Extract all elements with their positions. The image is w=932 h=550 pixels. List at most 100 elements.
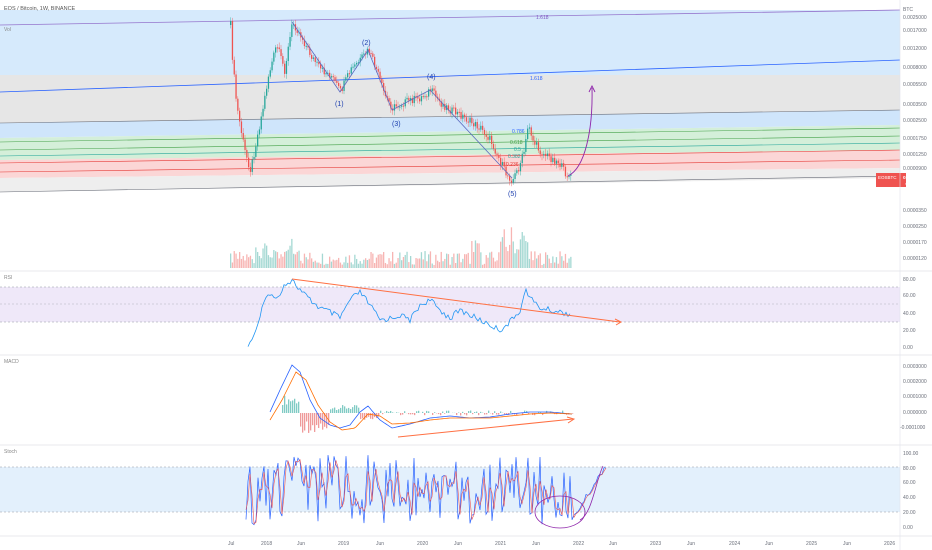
volume-bar [253, 263, 255, 268]
rsi-tick-2: 40.00 [903, 311, 916, 317]
macd-hist-bar [368, 413, 370, 417]
candle [402, 105, 405, 107]
candle [509, 176, 511, 181]
candle [230, 21, 232, 25]
candle [491, 135, 493, 144]
candle [370, 53, 372, 55]
macd-hist-bar [390, 410, 392, 413]
candle [410, 98, 412, 101]
volume-bar [417, 258, 419, 268]
candle [312, 57, 315, 59]
candle [489, 135, 491, 140]
volume-bar [347, 262, 349, 268]
macd-axis: 0.0003000 0.0002000 0.0001000 0.0000000 … [900, 364, 927, 431]
macd-hist-bar [542, 413, 544, 416]
candle [339, 85, 342, 89]
volume-bar [399, 252, 401, 268]
macd-hist-bar [316, 413, 318, 426]
fib-label-786: 0.786 [512, 129, 525, 135]
candle [282, 56, 284, 64]
time-axis[interactable]: Jul 2018 Jun 2019 Jun 2020 Jun 2021 Jun … [228, 541, 895, 547]
macd-pane[interactable]: MACD [4, 359, 576, 438]
candle [453, 107, 455, 109]
volume-bar [482, 264, 484, 268]
fib-line-bottom [0, 175, 901, 193]
volume-bar [564, 253, 567, 268]
candle [257, 134, 259, 147]
macd-hist-bar [362, 413, 364, 419]
rsi-pane[interactable]: RSI [0, 275, 900, 347]
candle [246, 149, 248, 158]
macd-hist-bar [438, 413, 440, 415]
macd-hist-bar [474, 412, 476, 413]
rsi-axis: 80.00 60.00 40.00 20.00 0.00 [903, 277, 916, 351]
volume-bar [494, 261, 496, 268]
macd-hist-bar [440, 413, 442, 416]
macd-hist-bar [466, 413, 468, 416]
volume-bar [336, 259, 338, 268]
candle [482, 125, 484, 130]
price-axis[interactable]: BTC 0.0025000 0.0017000 0.0012000 0.0008… [876, 7, 927, 187]
candle [251, 159, 253, 172]
candle [244, 139, 246, 150]
fib-zone-green [0, 125, 900, 160]
volume-bar [469, 263, 471, 268]
candle [451, 107, 453, 114]
candle [521, 153, 523, 163]
volume-bar [532, 260, 534, 268]
macd-hist-bar [352, 407, 354, 413]
candle [377, 68, 379, 72]
volume-bar [437, 260, 439, 268]
candle [527, 128, 529, 140]
volume-bar [456, 253, 459, 268]
price-candles[interactable] [230, 17, 572, 187]
last-price-countdown: 4d 5h [905, 181, 917, 186]
price-tick-2: 0.0012000 [903, 46, 927, 52]
volume-bar [287, 249, 289, 268]
fib-zone-bottom-gray [0, 168, 900, 192]
macd-hist-bar [318, 413, 320, 429]
macd-hist-bar [408, 413, 410, 415]
candle [242, 133, 244, 140]
candle [374, 56, 376, 67]
fib-zone-red [0, 150, 900, 178]
candle [356, 62, 358, 65]
volume-bar [233, 251, 235, 268]
macd-hist-bar [448, 410, 450, 413]
macd-hist-bar [312, 413, 314, 426]
volume-pane[interactable] [230, 227, 572, 268]
volume-bar [485, 255, 487, 268]
macd-hist-bar [382, 413, 384, 415]
candle [440, 101, 442, 107]
candle [419, 98, 421, 102]
macd-hist-bar [290, 401, 292, 413]
time-tick-15: 2025 [806, 541, 817, 547]
macd-hist-bar [444, 413, 446, 414]
candle [447, 105, 450, 111]
macd-tick-1: 0.0002000 [903, 379, 927, 385]
fib-zone-lightblue [0, 110, 900, 138]
volume-bar [467, 252, 469, 268]
volume-bar [438, 262, 441, 268]
candle [269, 70, 271, 77]
volume-bar [487, 257, 489, 268]
volume-bar [302, 263, 304, 268]
macd-hist-bar [402, 413, 404, 415]
candle [510, 180, 513, 183]
volume-bar [559, 251, 561, 268]
stoch-pane[interactable]: Stoch [0, 449, 900, 529]
price-tick-6: 0.0002500 [903, 118, 927, 124]
time-tick-14: Jun [765, 541, 773, 547]
volume-bar [309, 252, 311, 268]
price-pane[interactable]: EOS / Bitcoin, 1W, BINANCE Vol 1.618 1.6… [0, 6, 901, 198]
vol-tick-2: 0.0000170 [903, 240, 927, 246]
candle [253, 156, 255, 160]
volume-bar [462, 258, 464, 268]
candle [550, 156, 552, 162]
macd-tick-2: 0.0001000 [903, 394, 927, 400]
volume-bar [570, 256, 572, 268]
volume-bar [244, 260, 246, 268]
candle [248, 157, 250, 168]
vol-tick-3: 0.0000120 [903, 256, 927, 262]
